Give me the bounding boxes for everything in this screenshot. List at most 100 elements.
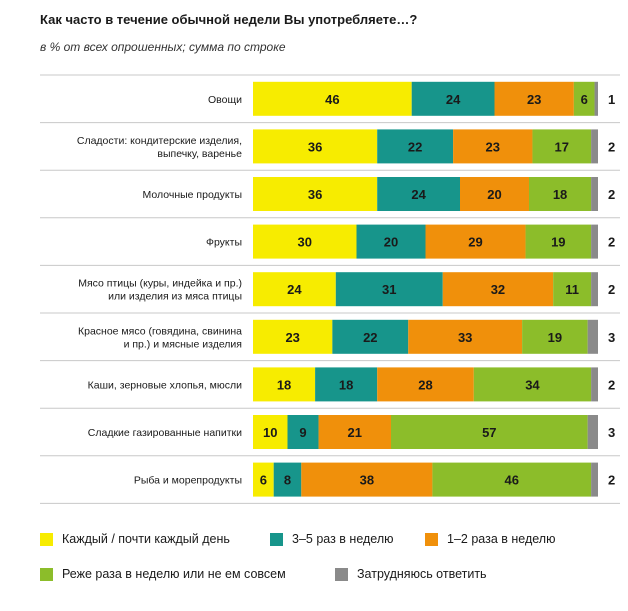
data-label: 2: [608, 377, 615, 392]
bar-segment: [591, 367, 598, 402]
bar-segment: [522, 319, 588, 354]
legend-label: Затрудняюсь ответить: [357, 567, 487, 581]
data-label: 2: [608, 187, 615, 202]
legend-label: Реже раза в неделю или не ем совсем: [62, 567, 286, 581]
data-label: 11: [565, 282, 579, 297]
data-label: 28: [418, 377, 432, 392]
bar-segment: [411, 81, 495, 116]
data-label: 24: [446, 92, 461, 107]
legend-item: Каждый / почти каждый день: [40, 532, 230, 546]
data-label: 36: [308, 187, 322, 202]
bar-segment: [453, 129, 533, 164]
bar-segment: [594, 81, 598, 116]
category-label: Молочные продукты: [143, 189, 242, 201]
chart-title: Как часто в течение обычной недели Вы уп…: [40, 12, 418, 27]
data-label: 10: [263, 425, 277, 440]
data-label: 30: [298, 235, 312, 250]
bar-segment: [253, 462, 274, 497]
legend-swatch: [335, 567, 348, 581]
legend-label: 1–2 раза в неделю: [447, 532, 556, 546]
data-label: 36: [308, 139, 322, 154]
bar-segment: [591, 272, 598, 307]
category-label: Рыба и морепродукты: [134, 475, 242, 487]
bar-segment: [377, 129, 454, 164]
data-label: 57: [482, 425, 496, 440]
legend-item: Реже раза в неделю или не ем совсем: [40, 567, 286, 581]
bar-segment: [253, 224, 357, 259]
data-label: 2: [608, 282, 615, 297]
data-label: 24: [287, 282, 302, 297]
data-label: 21: [348, 425, 362, 440]
bar-segment: [377, 177, 460, 211]
bar-segment: [553, 272, 592, 307]
data-label: 32: [491, 282, 505, 297]
bar-segment: [332, 319, 409, 354]
legend-item: 1–2 раза в неделю: [425, 532, 555, 546]
data-label: 18: [553, 187, 567, 202]
bar-segment: [356, 224, 426, 259]
bar-segment: [315, 367, 378, 402]
bar-segment: [377, 367, 474, 402]
category-label: Сладости: кондитерские изделия, выпечку, …: [77, 135, 242, 160]
bar-segment: [591, 224, 598, 259]
bar-segment: [253, 129, 378, 164]
data-label: 2: [608, 139, 615, 154]
category-label: Овощи: [208, 94, 242, 106]
data-label: 22: [363, 330, 377, 345]
data-label: 20: [384, 235, 398, 250]
bar-segment: [273, 462, 302, 497]
bar-segment: [525, 224, 592, 259]
category-label: Фрукты: [206, 237, 242, 249]
data-label: 38: [360, 473, 374, 488]
bar-segment: [253, 415, 288, 449]
bar-segment: [591, 177, 598, 211]
data-label: 9: [299, 425, 306, 440]
data-label: 18: [277, 377, 291, 392]
bar-segment: [253, 367, 316, 402]
legend-item: 3–5 раз в неделю: [270, 532, 394, 546]
category-label: Красное мясо (говядина, свинина и пр.) и …: [78, 325, 242, 350]
bar-segment: [253, 272, 336, 307]
bar-segment: [432, 462, 592, 497]
data-label: 46: [505, 473, 519, 488]
bar-segment: [253, 319, 333, 354]
category-label: Сладкие газированные напитки: [88, 427, 242, 439]
bar-segment: [473, 367, 592, 402]
bar-segment: [253, 81, 412, 116]
bar-segment: [335, 272, 443, 307]
data-label: 20: [487, 187, 501, 202]
bar-segment: [425, 224, 526, 259]
data-label: 23: [285, 330, 299, 345]
data-label: 24: [411, 187, 426, 202]
data-label: 18: [339, 377, 353, 392]
data-label: 3: [608, 330, 615, 345]
data-label: 29: [468, 235, 482, 250]
data-label: 8: [284, 473, 291, 488]
data-label: 6: [581, 92, 588, 107]
legend-swatch: [425, 532, 438, 546]
data-label: 2: [608, 235, 615, 250]
data-label: 23: [527, 92, 541, 107]
bar-segment: [391, 415, 588, 449]
bar-segment: [301, 462, 433, 497]
category-label: Мясо птицы (куры, индейка и пр.) или изде…: [78, 278, 242, 303]
chart-subtitle: в % от всех опрошенных; сумма по строке: [40, 40, 286, 54]
bar-segment: [494, 81, 574, 116]
bar-segment: [573, 81, 595, 116]
bar-segment: [587, 415, 598, 449]
bar-segment: [442, 272, 554, 307]
data-label: 3: [608, 425, 615, 440]
bar-segment: [287, 415, 319, 449]
bar-segment: [408, 319, 523, 354]
data-label: 23: [486, 139, 500, 154]
legend-label: Каждый / почти каждый день: [62, 532, 230, 546]
bar-segment: [529, 177, 592, 211]
data-label: 33: [458, 330, 472, 345]
data-label: 46: [325, 92, 339, 107]
bar-segment: [591, 462, 598, 497]
legend-label: 3–5 раз в неделю: [292, 532, 394, 546]
bar-segment: [532, 129, 592, 164]
data-label: 6: [260, 473, 267, 488]
data-label: 2: [608, 473, 615, 488]
